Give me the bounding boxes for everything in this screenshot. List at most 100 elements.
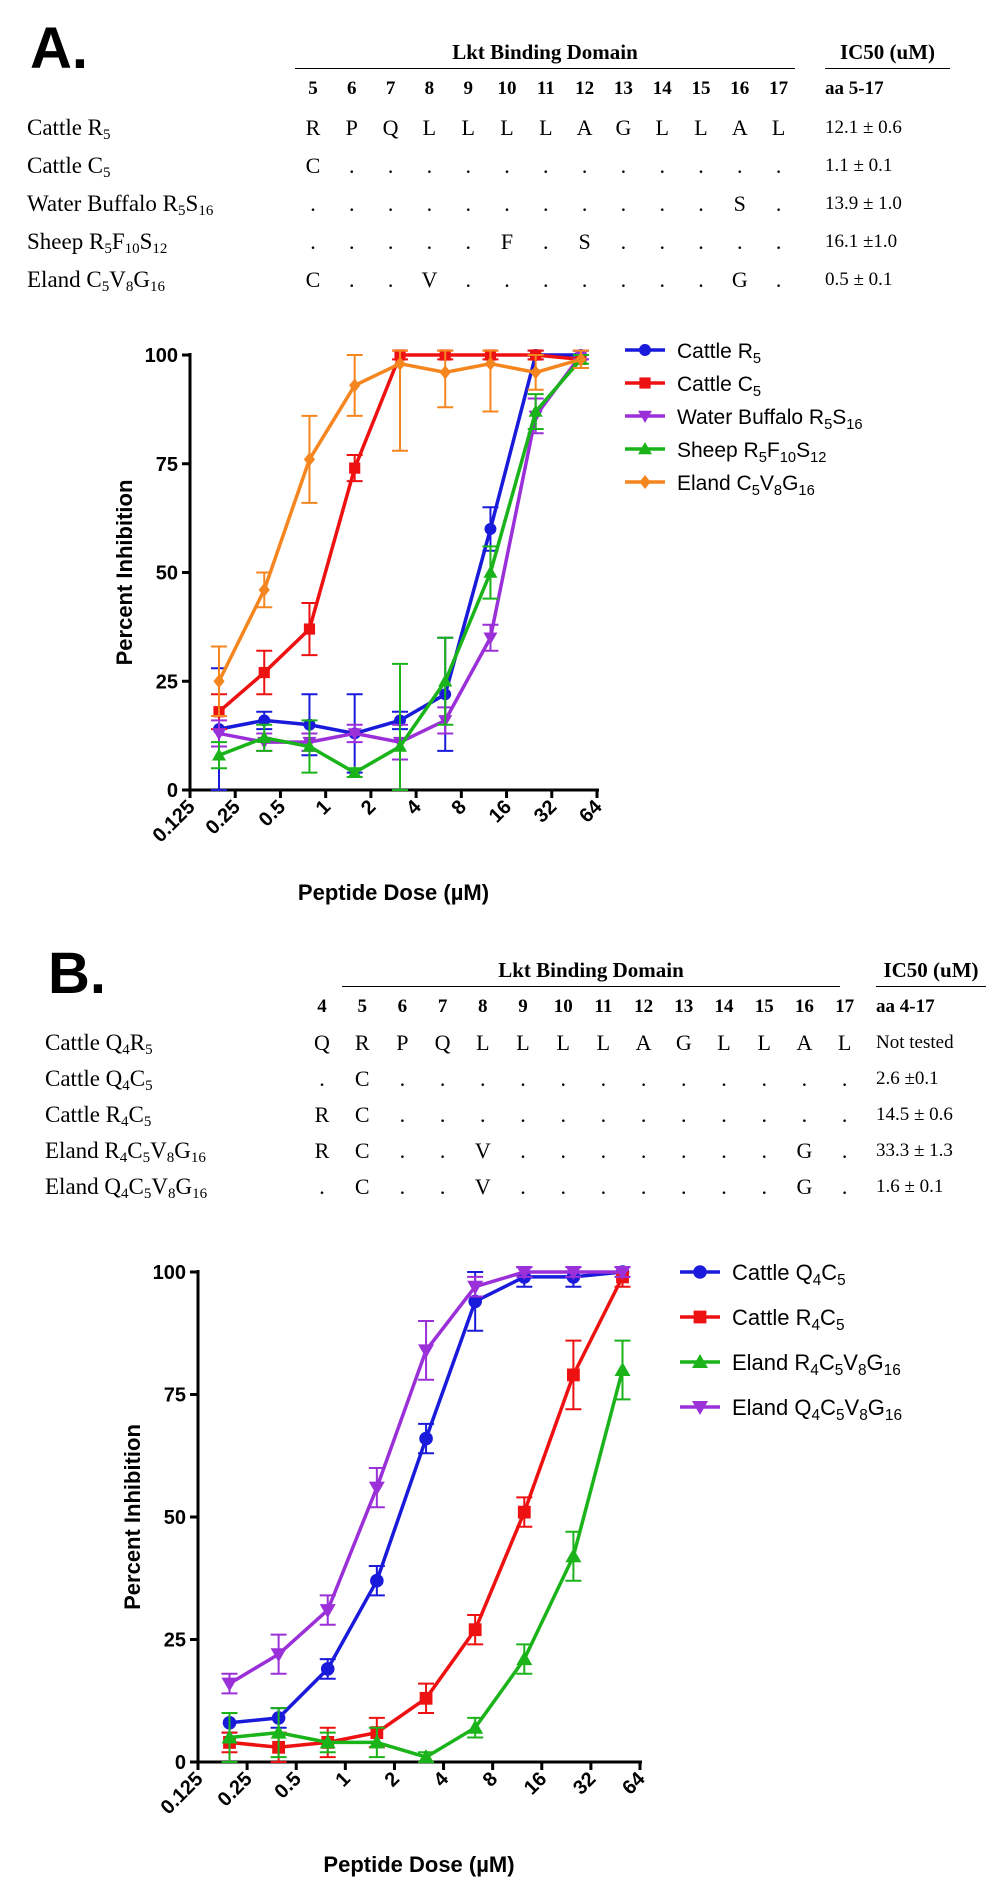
subscript: 4 bbox=[811, 1317, 820, 1334]
label-text: G bbox=[867, 1350, 884, 1375]
label-text: G bbox=[782, 472, 798, 495]
position-number: 16 bbox=[730, 78, 750, 99]
position-number: 5 bbox=[308, 78, 318, 99]
row-name: Cattle Q4R5 bbox=[45, 1030, 153, 1059]
residue-cell: . bbox=[620, 153, 627, 178]
residue-cell: . bbox=[310, 191, 316, 216]
residue-cell: . bbox=[775, 229, 782, 254]
residue-cell: . bbox=[387, 191, 394, 216]
ic50-value: 13.9 ± 1.0 bbox=[825, 193, 902, 214]
residue-cell: L bbox=[516, 1030, 530, 1055]
name-text: Cattle R bbox=[27, 115, 104, 140]
position-number: 10 bbox=[497, 78, 517, 99]
residue-cell: C bbox=[305, 267, 321, 292]
subscript: 16 bbox=[150, 279, 165, 295]
ic50-rule bbox=[825, 68, 950, 69]
name-text: Sheep R bbox=[27, 229, 105, 254]
subscript: 4 bbox=[813, 1272, 822, 1289]
residue-cell: . bbox=[721, 1174, 727, 1199]
residue-cell: . bbox=[319, 1174, 325, 1199]
panel-a-label: A. bbox=[30, 16, 88, 81]
position-number: 6 bbox=[397, 996, 408, 1017]
name-text: Cattle R bbox=[45, 1102, 122, 1127]
residue-cell: . bbox=[620, 267, 627, 292]
residue-cell: . bbox=[560, 1102, 566, 1127]
position-number: 13 bbox=[674, 996, 694, 1017]
residue-cell: . bbox=[640, 1174, 647, 1199]
circle-marker bbox=[693, 1265, 707, 1279]
circle-marker bbox=[468, 1294, 482, 1309]
residue-cell: . bbox=[387, 229, 394, 254]
circle-marker bbox=[258, 714, 271, 727]
triangle-up-marker bbox=[302, 739, 317, 752]
triangle-up-marker bbox=[692, 1354, 708, 1368]
position-number: 9 bbox=[518, 996, 528, 1017]
triangle-down-marker bbox=[368, 1481, 385, 1496]
subscript: 5 bbox=[836, 1317, 845, 1334]
residue-cell: L bbox=[461, 115, 475, 140]
residue-cell: F bbox=[500, 229, 514, 254]
domain-title: Lkt Binding Domain bbox=[452, 40, 638, 64]
residue-cell: . bbox=[761, 1174, 767, 1199]
x-tick-label: 4 bbox=[402, 795, 426, 819]
residue-cell: . bbox=[841, 1138, 848, 1163]
residue-cell: . bbox=[480, 1066, 486, 1091]
ic50-value: 12.1 ± 0.6 bbox=[825, 117, 902, 138]
subscript: 5 bbox=[145, 1078, 153, 1094]
residue-cell: . bbox=[349, 267, 355, 292]
subscript: 12 bbox=[152, 241, 168, 257]
triangle-up-marker bbox=[319, 1734, 336, 1749]
residue-cell: Q bbox=[382, 115, 399, 140]
residue-cell: . bbox=[426, 153, 433, 178]
residue-cell: R bbox=[314, 1102, 330, 1127]
label-text: Water Buffalo R bbox=[677, 406, 824, 429]
residue-cell: . bbox=[775, 267, 782, 292]
residue-cell: . bbox=[681, 1102, 687, 1127]
name-text: C bbox=[127, 1138, 143, 1163]
residue-cell: . bbox=[681, 1138, 687, 1163]
residue-cell: . bbox=[681, 1066, 687, 1091]
subscript: 16 bbox=[190, 1150, 206, 1166]
residue-cell: L bbox=[655, 115, 669, 140]
series-3 bbox=[221, 1266, 631, 1695]
subscript: 5 bbox=[837, 1272, 846, 1289]
triangle-up-marker bbox=[393, 739, 408, 752]
residue-cell: . bbox=[775, 153, 782, 178]
triangle-up-marker bbox=[483, 565, 498, 578]
row-name: Sheep R5F10S12 bbox=[27, 229, 167, 258]
residue-cell: . bbox=[426, 191, 433, 216]
residue-cell: A bbox=[576, 115, 593, 140]
legend-label: Eland R4C5V8G16 bbox=[732, 1350, 901, 1379]
subscript: 5 bbox=[101, 279, 110, 295]
x-tick-label: 1 bbox=[331, 1768, 354, 1791]
triangle-down-marker bbox=[212, 728, 227, 741]
domain-title: Lkt Binding Domain bbox=[498, 958, 684, 982]
subscript: 8 bbox=[166, 1150, 175, 1166]
residue-cell: L bbox=[837, 1030, 852, 1055]
label-text: C bbox=[821, 1260, 837, 1285]
residue-cell: . bbox=[504, 267, 510, 292]
legend-label: Sheep R5F10S12 bbox=[677, 439, 826, 466]
ic50-value: 1.1 ± 0.1 bbox=[825, 155, 893, 176]
subscript: 5 bbox=[143, 1114, 152, 1130]
triangle-down-marker bbox=[418, 1344, 435, 1359]
residue-cell: G bbox=[796, 1138, 813, 1163]
ic50-value: 2.6 ±0.1 bbox=[876, 1068, 939, 1089]
residue-cell: V bbox=[421, 267, 438, 292]
row-name: Cattle R5 bbox=[27, 115, 111, 144]
x-tick-label: 32 bbox=[569, 1768, 600, 1799]
residue-cell: L bbox=[556, 1030, 570, 1055]
residue-cell: . bbox=[465, 267, 471, 292]
residue-cell: . bbox=[399, 1066, 406, 1091]
residue-cell: . bbox=[620, 229, 627, 254]
label-text: Eland C bbox=[677, 472, 752, 495]
x-tick-label: 0.25 bbox=[202, 796, 245, 839]
legend-label: Cattle R5 bbox=[677, 340, 761, 367]
subscript: 16 bbox=[884, 1362, 901, 1379]
residue-cell: G bbox=[796, 1174, 813, 1199]
position-number: 9 bbox=[463, 78, 473, 99]
residue-cell: G bbox=[615, 115, 632, 140]
triangle-up-marker bbox=[528, 404, 543, 417]
residue-cell: . bbox=[399, 1138, 406, 1163]
